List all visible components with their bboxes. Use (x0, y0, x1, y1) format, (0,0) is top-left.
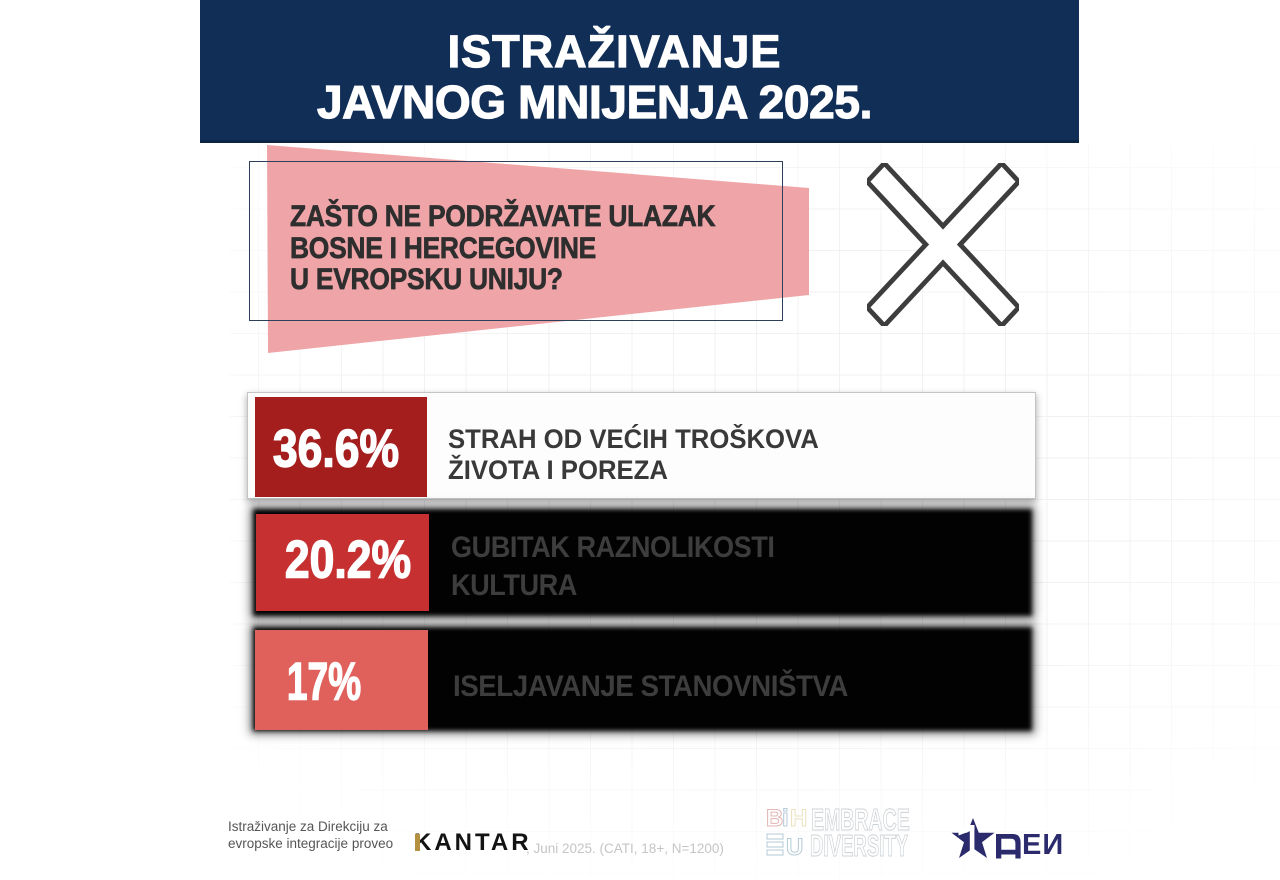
svg-text:i: i (782, 806, 789, 832)
svg-text:U: U (786, 834, 803, 858)
svg-text:B: B (766, 806, 783, 832)
svg-text:H: H (790, 806, 807, 832)
